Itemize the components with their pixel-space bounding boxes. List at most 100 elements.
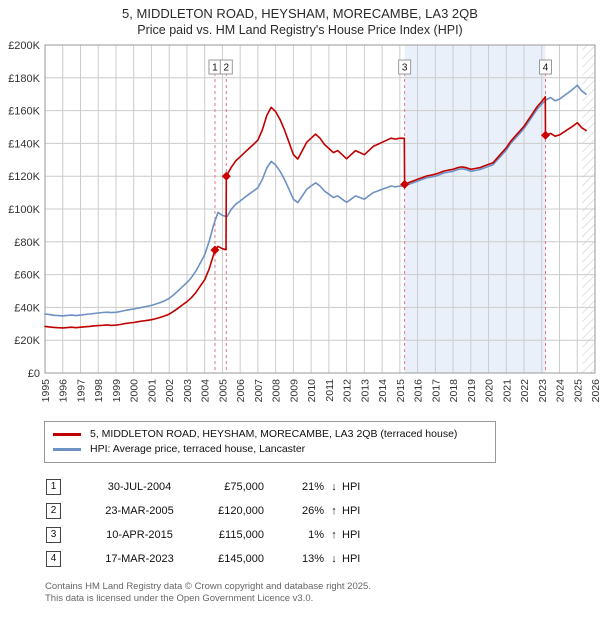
price-history-chart: 1 2 3 4 £0 £20K £40K £60K £80K £100K £120K £140K £16…	[8, 40, 600, 403]
footer-line-1: Contains HM Land Registry data © Crown c…	[45, 581, 371, 592]
x-axis-labels: 1995 1996 1997 1998 1999 2000 2001 2002 2003 2004…	[40, 379, 600, 403]
svg-text:2005: 2005	[217, 379, 229, 403]
svg-text:2020: 2020	[484, 379, 496, 403]
sale-markers	[210, 130, 550, 255]
annotation-number: 1	[212, 63, 218, 74]
transaction-row: 4 17-MAR-2023 £145,000 13% ↓ HPI	[46, 547, 600, 571]
svg-text:2023: 2023	[537, 379, 549, 403]
svg-text:£40K: £40K	[14, 302, 40, 314]
svg-text:2010: 2010	[306, 379, 318, 403]
sale-marker-diamond	[400, 179, 410, 189]
svg-text:£200K: £200K	[8, 40, 40, 52]
transaction-date: 17-MAR-2023	[105, 553, 174, 565]
annotation-box	[539, 59, 552, 75]
transaction-price: £120,000	[218, 505, 264, 517]
legend-item: HPI: Average price, terraced house, Lanc…	[53, 442, 487, 457]
svg-text:2006: 2006	[235, 379, 247, 403]
page-title: 5, MIDDLETON ROAD, HEYSHAM, MORECAMBE, L…	[122, 6, 478, 21]
hpi-line	[44, 84, 587, 317]
svg-text:2003: 2003	[182, 379, 194, 403]
transaction-row: 3 10-APR-2015 £115,000 1% ↑ HPI	[46, 523, 600, 547]
annotation-number: 4	[543, 63, 549, 74]
svg-text:2017: 2017	[430, 379, 442, 403]
transaction-row: 2 23-MAR-2005 £120,000 26% ↑ HPI	[46, 499, 600, 523]
svg-text:£60K: £60K	[14, 270, 40, 282]
chart-legend: 5, MIDDLETON ROAD, HEYSHAM, MORECAMBE, L…	[44, 421, 496, 463]
svg-text:2008: 2008	[271, 379, 283, 403]
svg-text:2015: 2015	[395, 379, 407, 403]
up-arrow-icon: ↑	[331, 529, 337, 541]
legend-line-swatch	[53, 433, 81, 436]
svg-text:2004: 2004	[200, 379, 212, 403]
price-paid-vs-hpi-page: 5, MIDDLETON ROAD, HEYSHAM, MORECAMBE, L…	[8, 6, 600, 606]
transaction-hpi-percent: 26%	[301, 505, 324, 517]
svg-text:2024: 2024	[555, 379, 567, 403]
svg-text:2014: 2014	[377, 379, 389, 403]
y-axis-labels: £0 £20K £40K £60K £80K £100K £120K £140K £160K £1…	[8, 40, 40, 380]
svg-text:1998: 1998	[93, 379, 105, 403]
transaction-hpi-percent: 13%	[301, 553, 324, 565]
up-arrow-icon: ↑	[331, 505, 337, 517]
transactions-table: 1 30-JUL-2004 £75,000 21% ↓ HPI 2 23-MAR-2005 £1…	[46, 475, 600, 571]
down-arrow-icon: ↓	[331, 553, 337, 565]
sale-marker-diamond	[541, 130, 550, 140]
legend-line-swatch	[53, 448, 81, 451]
annotation-box	[398, 59, 412, 75]
annotation-number: 3	[402, 63, 408, 74]
page-subtitle: Price paid vs. HM Land Registry's House …	[137, 23, 463, 37]
legend-label: HPI: Average price, terraced house, Lanc…	[90, 443, 306, 455]
svg-text:£20K: £20K	[14, 335, 40, 347]
transaction-price: £75,000	[224, 481, 264, 493]
svg-text:£0: £0	[28, 368, 40, 380]
hpi-label: HPI	[342, 529, 361, 541]
svg-text:2026: 2026	[590, 379, 600, 403]
svg-text:2001: 2001	[146, 379, 158, 403]
svg-text:2012: 2012	[342, 379, 354, 403]
footer-line-2: This data is licensed under the Open Gov…	[45, 593, 314, 605]
hpi-label: HPI	[342, 505, 361, 517]
legend-label: 5, MIDDLETON ROAD, HEYSHAM, MORECAMBE, L…	[90, 428, 458, 440]
svg-text:£160K: £160K	[8, 106, 40, 118]
license-footer: Contains HM Land Registry data © Crown c…	[45, 581, 600, 606]
plot-border	[44, 44, 596, 374]
svg-text:£140K: £140K	[8, 138, 40, 150]
svg-text:1996: 1996	[58, 379, 70, 403]
svg-text:£180K: £180K	[8, 73, 40, 85]
svg-text:2013: 2013	[359, 379, 371, 403]
property-line	[44, 95, 587, 329]
down-arrow-icon: ↓	[331, 481, 337, 493]
transaction-row: 1 30-JUL-2004 £75,000 21% ↓ HPI	[46, 475, 600, 499]
svg-text:£100K: £100K	[8, 204, 40, 216]
svg-text:£80K: £80K	[14, 237, 40, 249]
legend-item: 5, MIDDLETON ROAD, HEYSHAM, MORECAMBE, L…	[53, 427, 487, 442]
svg-text:2011: 2011	[324, 379, 336, 402]
svg-text:1995: 1995	[40, 379, 52, 403]
svg-text:2016: 2016	[413, 379, 425, 403]
transaction-date: 10-APR-2015	[106, 529, 173, 541]
sale-marker-diamond	[221, 171, 231, 181]
svg-text:2007: 2007	[253, 379, 265, 403]
sale-marker-diamond	[210, 245, 220, 255]
annotation-number: 2	[224, 63, 230, 74]
svg-text:1999: 1999	[111, 379, 123, 403]
svg-text:2000: 2000	[129, 379, 141, 403]
hpi-label: HPI	[342, 553, 361, 565]
transaction-date: 30-JUL-2004	[107, 481, 172, 493]
svg-text:2002: 2002	[164, 379, 176, 403]
transaction-number-badge: 1	[46, 479, 61, 495]
svg-text:2009: 2009	[288, 379, 300, 403]
svg-text:1997: 1997	[75, 379, 87, 403]
hpi-label: HPI	[342, 481, 361, 493]
transaction-price: £145,000	[218, 553, 264, 565]
transaction-price: £115,000	[218, 529, 264, 541]
transaction-number-badge: 4	[46, 551, 61, 567]
svg-text:2022: 2022	[519, 379, 531, 403]
svg-text:2025: 2025	[572, 379, 584, 403]
annotation-box	[219, 59, 233, 75]
transaction-number-badge: 3	[46, 527, 61, 543]
svg-text:£120K: £120K	[8, 171, 40, 183]
svg-text:2021: 2021	[501, 379, 513, 403]
svg-text:2018: 2018	[448, 379, 460, 403]
transaction-date: 23-MAR-2005	[105, 505, 174, 517]
